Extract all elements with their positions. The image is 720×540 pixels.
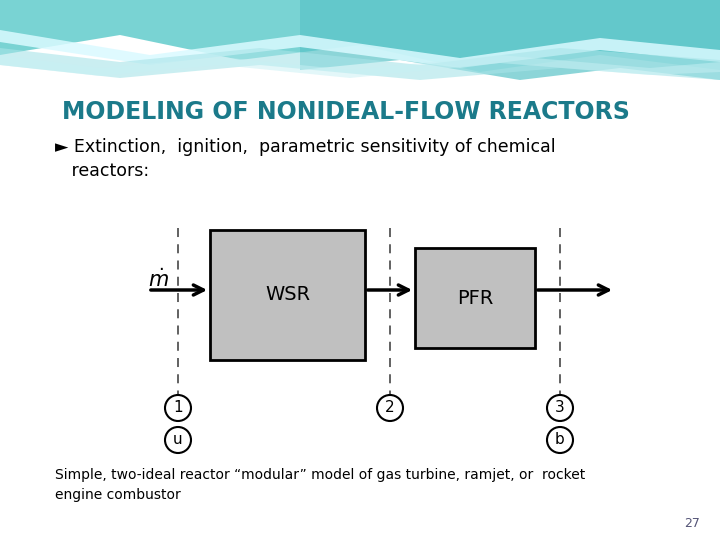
Circle shape <box>547 395 573 421</box>
Circle shape <box>377 395 403 421</box>
Circle shape <box>547 427 573 453</box>
Text: $\dot{m}$: $\dot{m}$ <box>148 268 169 291</box>
Text: WSR: WSR <box>265 286 310 305</box>
Polygon shape <box>0 0 720 72</box>
Text: 27: 27 <box>684 517 700 530</box>
Polygon shape <box>0 55 720 78</box>
Bar <box>415 248 535 348</box>
Circle shape <box>165 427 191 453</box>
Polygon shape <box>300 0 720 80</box>
Text: b: b <box>555 433 565 448</box>
Polygon shape <box>0 48 720 80</box>
Text: u: u <box>174 433 183 448</box>
Bar <box>210 230 365 360</box>
Text: ► Extinction,  ignition,  parametric sensitivity of chemical: ► Extinction, ignition, parametric sensi… <box>55 138 556 156</box>
Text: Simple, two-ideal reactor “modular” model of gas turbine, ramjet, or  rocket
eng: Simple, two-ideal reactor “modular” mode… <box>55 468 585 502</box>
Text: reactors:: reactors: <box>55 162 149 180</box>
Text: 1: 1 <box>174 401 183 415</box>
Circle shape <box>165 395 191 421</box>
Text: PFR: PFR <box>456 288 493 307</box>
Polygon shape <box>0 30 720 68</box>
Text: 2: 2 <box>385 401 395 415</box>
Text: MODELING OF NONIDEAL-FLOW REACTORS: MODELING OF NONIDEAL-FLOW REACTORS <box>62 100 630 124</box>
Text: 3: 3 <box>555 401 565 415</box>
